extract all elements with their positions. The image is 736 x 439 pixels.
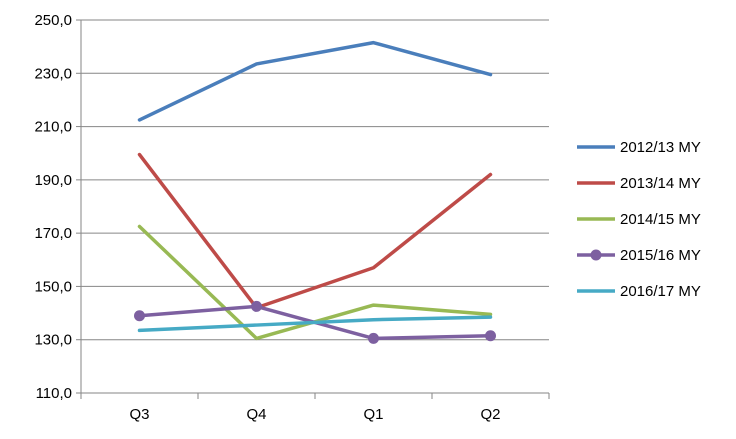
x-axis-ticks: Q3 Q4 Q1 Q2 <box>80 393 550 423</box>
y-tick-label: 170,0 <box>34 225 72 242</box>
y-tick-label: 150,0 <box>34 278 72 295</box>
y-tick-label: 110,0 <box>36 385 72 402</box>
legend-item: 2015/16 MY <box>577 247 701 264</box>
legend-label: 2012/13 MY <box>620 139 701 156</box>
y-tick-label: 130,0 <box>34 332 72 349</box>
x-tick-label: Q4 <box>246 406 266 423</box>
legend-item: 2013/14 MY <box>577 175 701 192</box>
y-axis-ticks: 110,0 130,0 150,0 170,0 190,0 210,0 230,0 250,0 <box>34 12 81 402</box>
y-tick-label: 250,0 <box>34 12 72 29</box>
y-tick-label: 230,0 <box>34 65 72 82</box>
legend-label: 2014/15 MY <box>620 211 701 228</box>
series-2 <box>137 152 493 310</box>
data-point <box>485 330 496 342</box>
legend-item: 2014/15 MY <box>577 211 701 228</box>
y-tick-label: 190,0 <box>34 172 72 189</box>
series-line <box>137 40 493 122</box>
series-group <box>134 40 496 344</box>
series-line <box>137 152 493 310</box>
legend-item: 2012/13 MY <box>577 139 701 156</box>
legend-label: 2015/16 MY <box>620 247 701 264</box>
x-tick-label: Q1 <box>363 406 383 423</box>
data-point <box>368 332 379 344</box>
y-tick-label: 210,0 <box>34 119 72 136</box>
data-point <box>134 310 145 322</box>
series-1 <box>137 40 493 122</box>
legend: 2012/13 MY 2013/14 MY 2014/15 MY 2015/16 MY… <box>577 139 701 300</box>
legend-marker <box>590 249 602 261</box>
legend-label: 2016/17 MY <box>620 283 701 300</box>
legend-item: 2016/17 MY <box>577 283 701 300</box>
x-tick-label: Q3 <box>129 406 149 423</box>
series-line <box>137 315 493 333</box>
x-tick-label: Q2 <box>480 406 500 423</box>
data-point <box>251 300 262 312</box>
legend-label: 2013/14 MY <box>620 175 701 192</box>
gridlines <box>81 19 549 341</box>
series-5 <box>137 315 493 333</box>
